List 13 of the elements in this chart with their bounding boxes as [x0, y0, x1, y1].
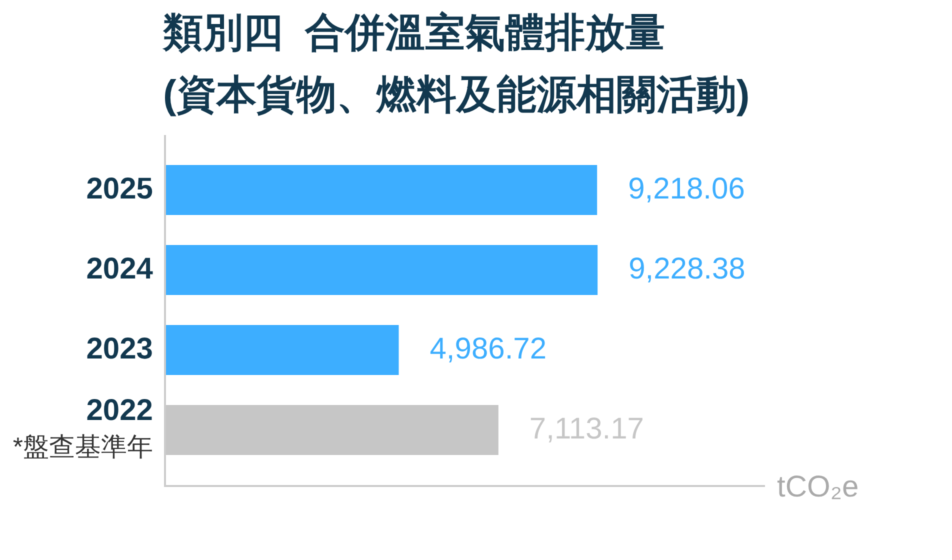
- bar: [165, 165, 598, 215]
- y-tick-label: 2023: [86, 332, 153, 366]
- data-label: 7,113.17: [529, 412, 644, 446]
- bar: [165, 325, 399, 375]
- bar: [165, 245, 598, 295]
- x-axis-title: tCO₂e: [777, 470, 859, 504]
- data-label: 4,986.72: [430, 332, 547, 366]
- y-tick-label: 2022 *盤查基準年: [12, 394, 153, 462]
- y-tick-label: 2025: [86, 172, 153, 206]
- data-label: 9,228.38: [628, 252, 746, 286]
- data-label: 9,218.06: [628, 172, 745, 206]
- chart-title: 類別四 合併溫室氣體排放量 (資本貨物、燃料及能源相關活動): [163, 10, 750, 119]
- y-tick-label: 2024: [86, 252, 154, 286]
